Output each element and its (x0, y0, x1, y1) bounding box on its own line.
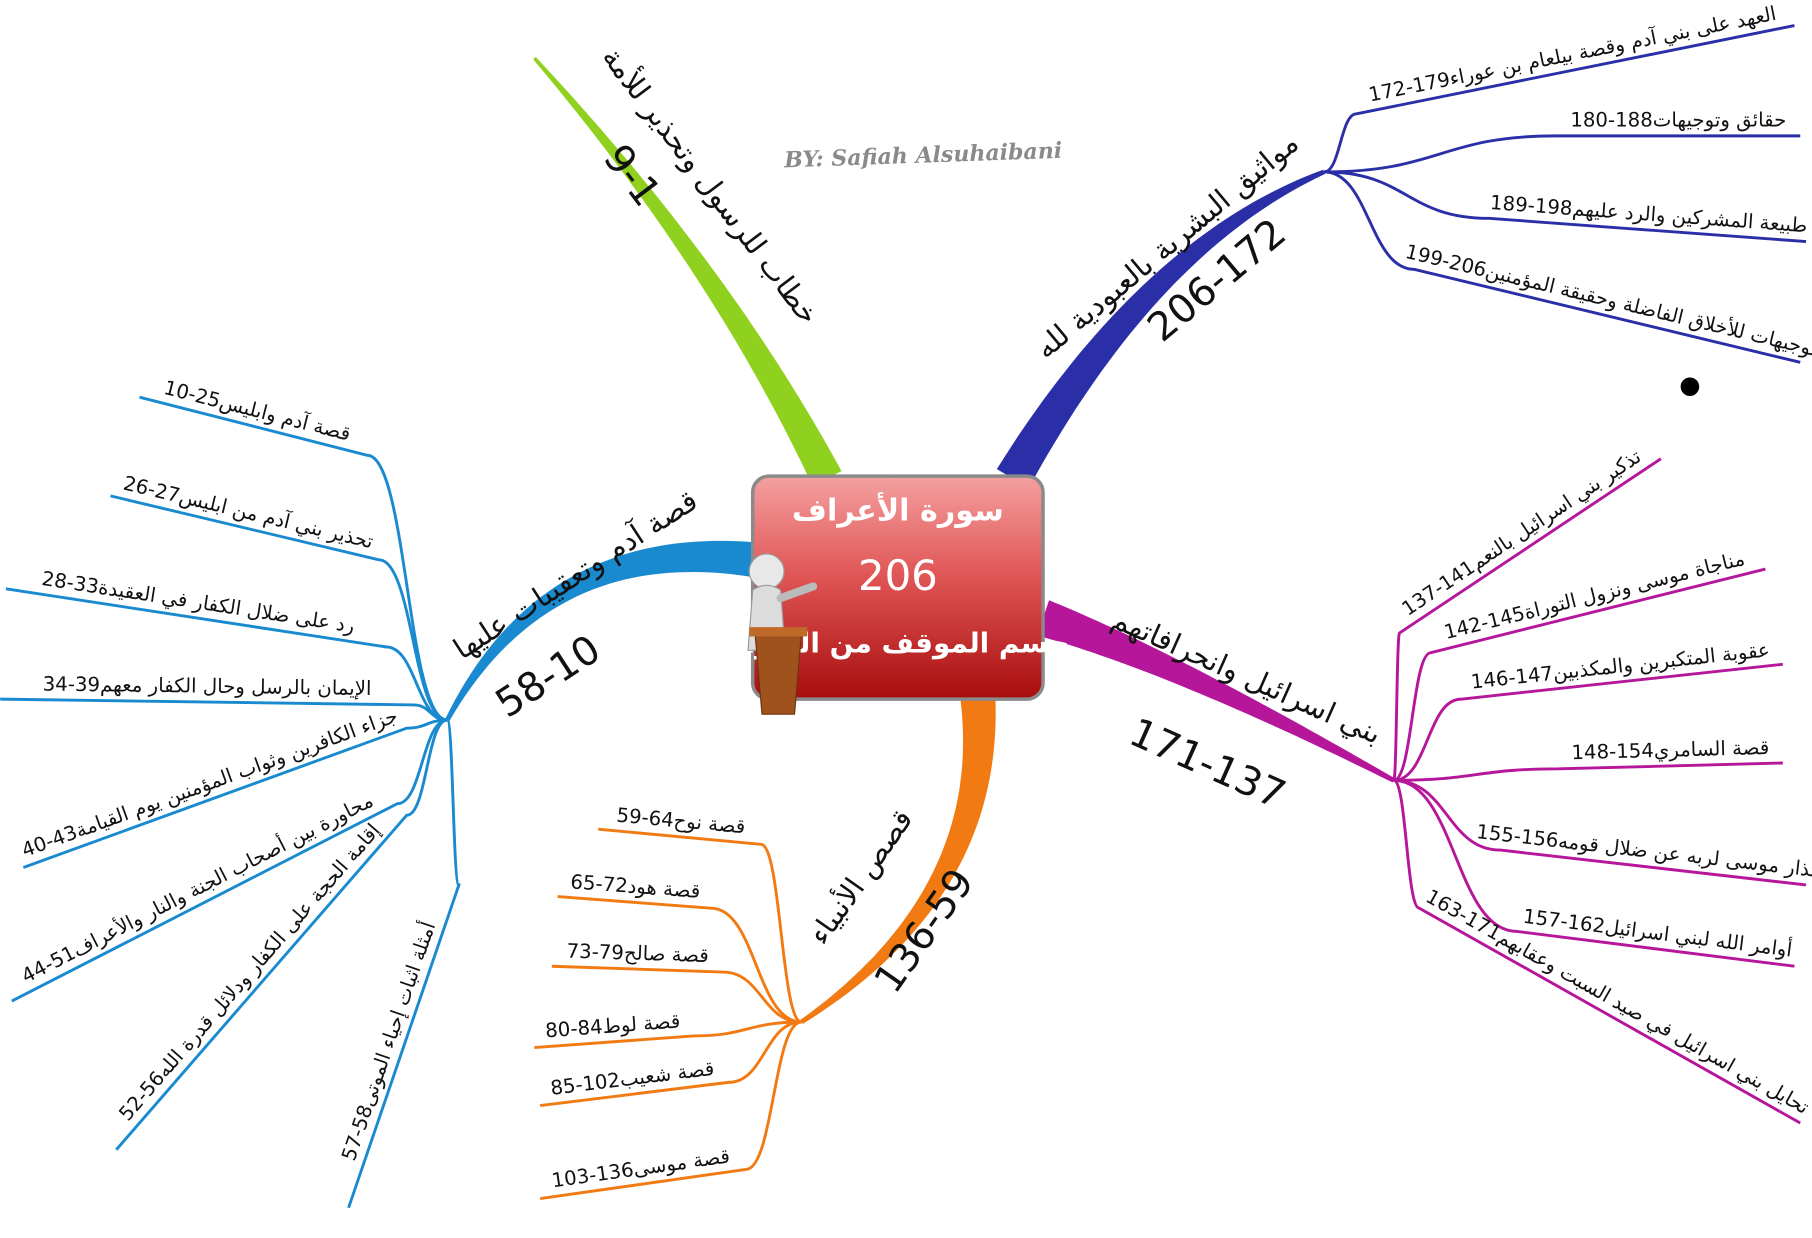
author: BY: Safiah Alsuhaibani (783, 138, 1063, 174)
child-label: تذكير بني اسرائيل بالنعم (1466, 445, 1645, 575)
child-label: طبيعة المشركين والرد عليهم (1572, 197, 1809, 237)
child-text: تحذير بني آدم من ابليس27-26 (121, 471, 376, 554)
child-range: 79-73 (566, 940, 624, 965)
child-label: العهد على بني آدم وقصة بيلعام بن عوراء (1447, 1, 1778, 90)
child-range: 25-10 (162, 376, 223, 412)
child-range: 64-59 (616, 804, 675, 832)
child-range: 179-172 (1367, 68, 1452, 107)
child-range: 39-34 (43, 672, 101, 696)
child-label: حقائق وتوجيهات (1653, 109, 1786, 132)
child-text: حقائق وتوجيهات188-180 (1570, 109, 1786, 132)
child-text: قصة السامري154-148 (1571, 736, 1769, 764)
page: {"center": {"title": "سورة الأعراف", "ve… (0, 0, 1812, 1238)
child-text: جزاء الكافرين وثواب المؤمنين يوم القيامة… (19, 704, 401, 862)
center-verses: 206 (858, 551, 938, 600)
child-label: رد على ضلال الكفار في العقيدة (97, 576, 356, 638)
child-range: 72-65 (570, 870, 629, 897)
child-label: قصة موسى (632, 1144, 731, 1180)
child-range: 188-180 (1570, 109, 1652, 132)
child-line (140, 397, 448, 720)
child-label: اعتذار موسى لربه عن ضلال قومه (1557, 829, 1812, 883)
child-range: 206-199 (1403, 240, 1489, 282)
child-text: الإيمان بالرسل وحال الكفار معهم39-34 (43, 672, 372, 700)
child-label: قصة لوط (602, 1010, 681, 1039)
child-label: قصة صالح (624, 941, 710, 967)
bullet-dot (1681, 377, 1700, 396)
child-text: أوامر الله لبني اسرائيل162-157 (1522, 903, 1794, 962)
branch-range: 136-59 (865, 860, 983, 1001)
child-range: 198-189 (1489, 191, 1573, 220)
child-label: قصة السامري (1654, 736, 1770, 762)
mind-map: خطاب للرسول وتحذير للأمة9-1 مواثيق البشري… (0, 0, 1812, 1238)
child-label: قصة نوح (673, 809, 747, 839)
child-line (598, 829, 801, 1022)
child-text: عقوبة المتكبرين والمكذبين147-146 (1470, 638, 1771, 693)
branch: مواثيق البشرية بالعبودية لله206-172العهد… (997, 1, 1812, 488)
child-line (23, 720, 447, 867)
center-node: سورة الأعراف 206 حسم الموقف من الصراع (727, 476, 1070, 714)
child-range: 102-85 (549, 1068, 621, 1099)
child-label: الإيمان بالرسل وحال الكفار معهم (100, 673, 372, 700)
child-range: 84-80 (544, 1015, 603, 1042)
child-range: 33-28 (40, 567, 100, 598)
branch-range: 171-137 (1123, 709, 1292, 818)
child-line (1324, 136, 1800, 172)
child-text: قصة صالح79-73 (566, 940, 709, 968)
center-title: سورة الأعراف (792, 491, 1004, 528)
child-range: 43-40 (19, 821, 81, 862)
child-range: 154-148 (1571, 739, 1654, 764)
child-text: أمثلة اثبات إحياء الموتى58-57 (335, 918, 441, 1164)
child-range: 58-57 (337, 1102, 377, 1164)
child-text: توجيهات للأخلاق الفاضلة وحقيقة المؤمنين2… (1403, 239, 1812, 361)
child-range: 147-146 (1470, 662, 1554, 694)
child-text: العهد على بني آدم وقصة بيلعام بن عوراء17… (1366, 1, 1778, 107)
child-line (1394, 763, 1783, 780)
child-label: أمثلة اثبات إحياء الموتى (354, 918, 441, 1109)
child-range: 145-142 (1442, 602, 1528, 644)
child-label: توجيهات للأخلاق الفاضلة وحقيقة المؤمنين (1483, 258, 1812, 361)
child-label: قصة هود (627, 875, 701, 903)
child-label: قصة آدم وابليس (217, 389, 353, 445)
child-label: مناجاة موسى ونزول التوراة (1522, 547, 1747, 624)
